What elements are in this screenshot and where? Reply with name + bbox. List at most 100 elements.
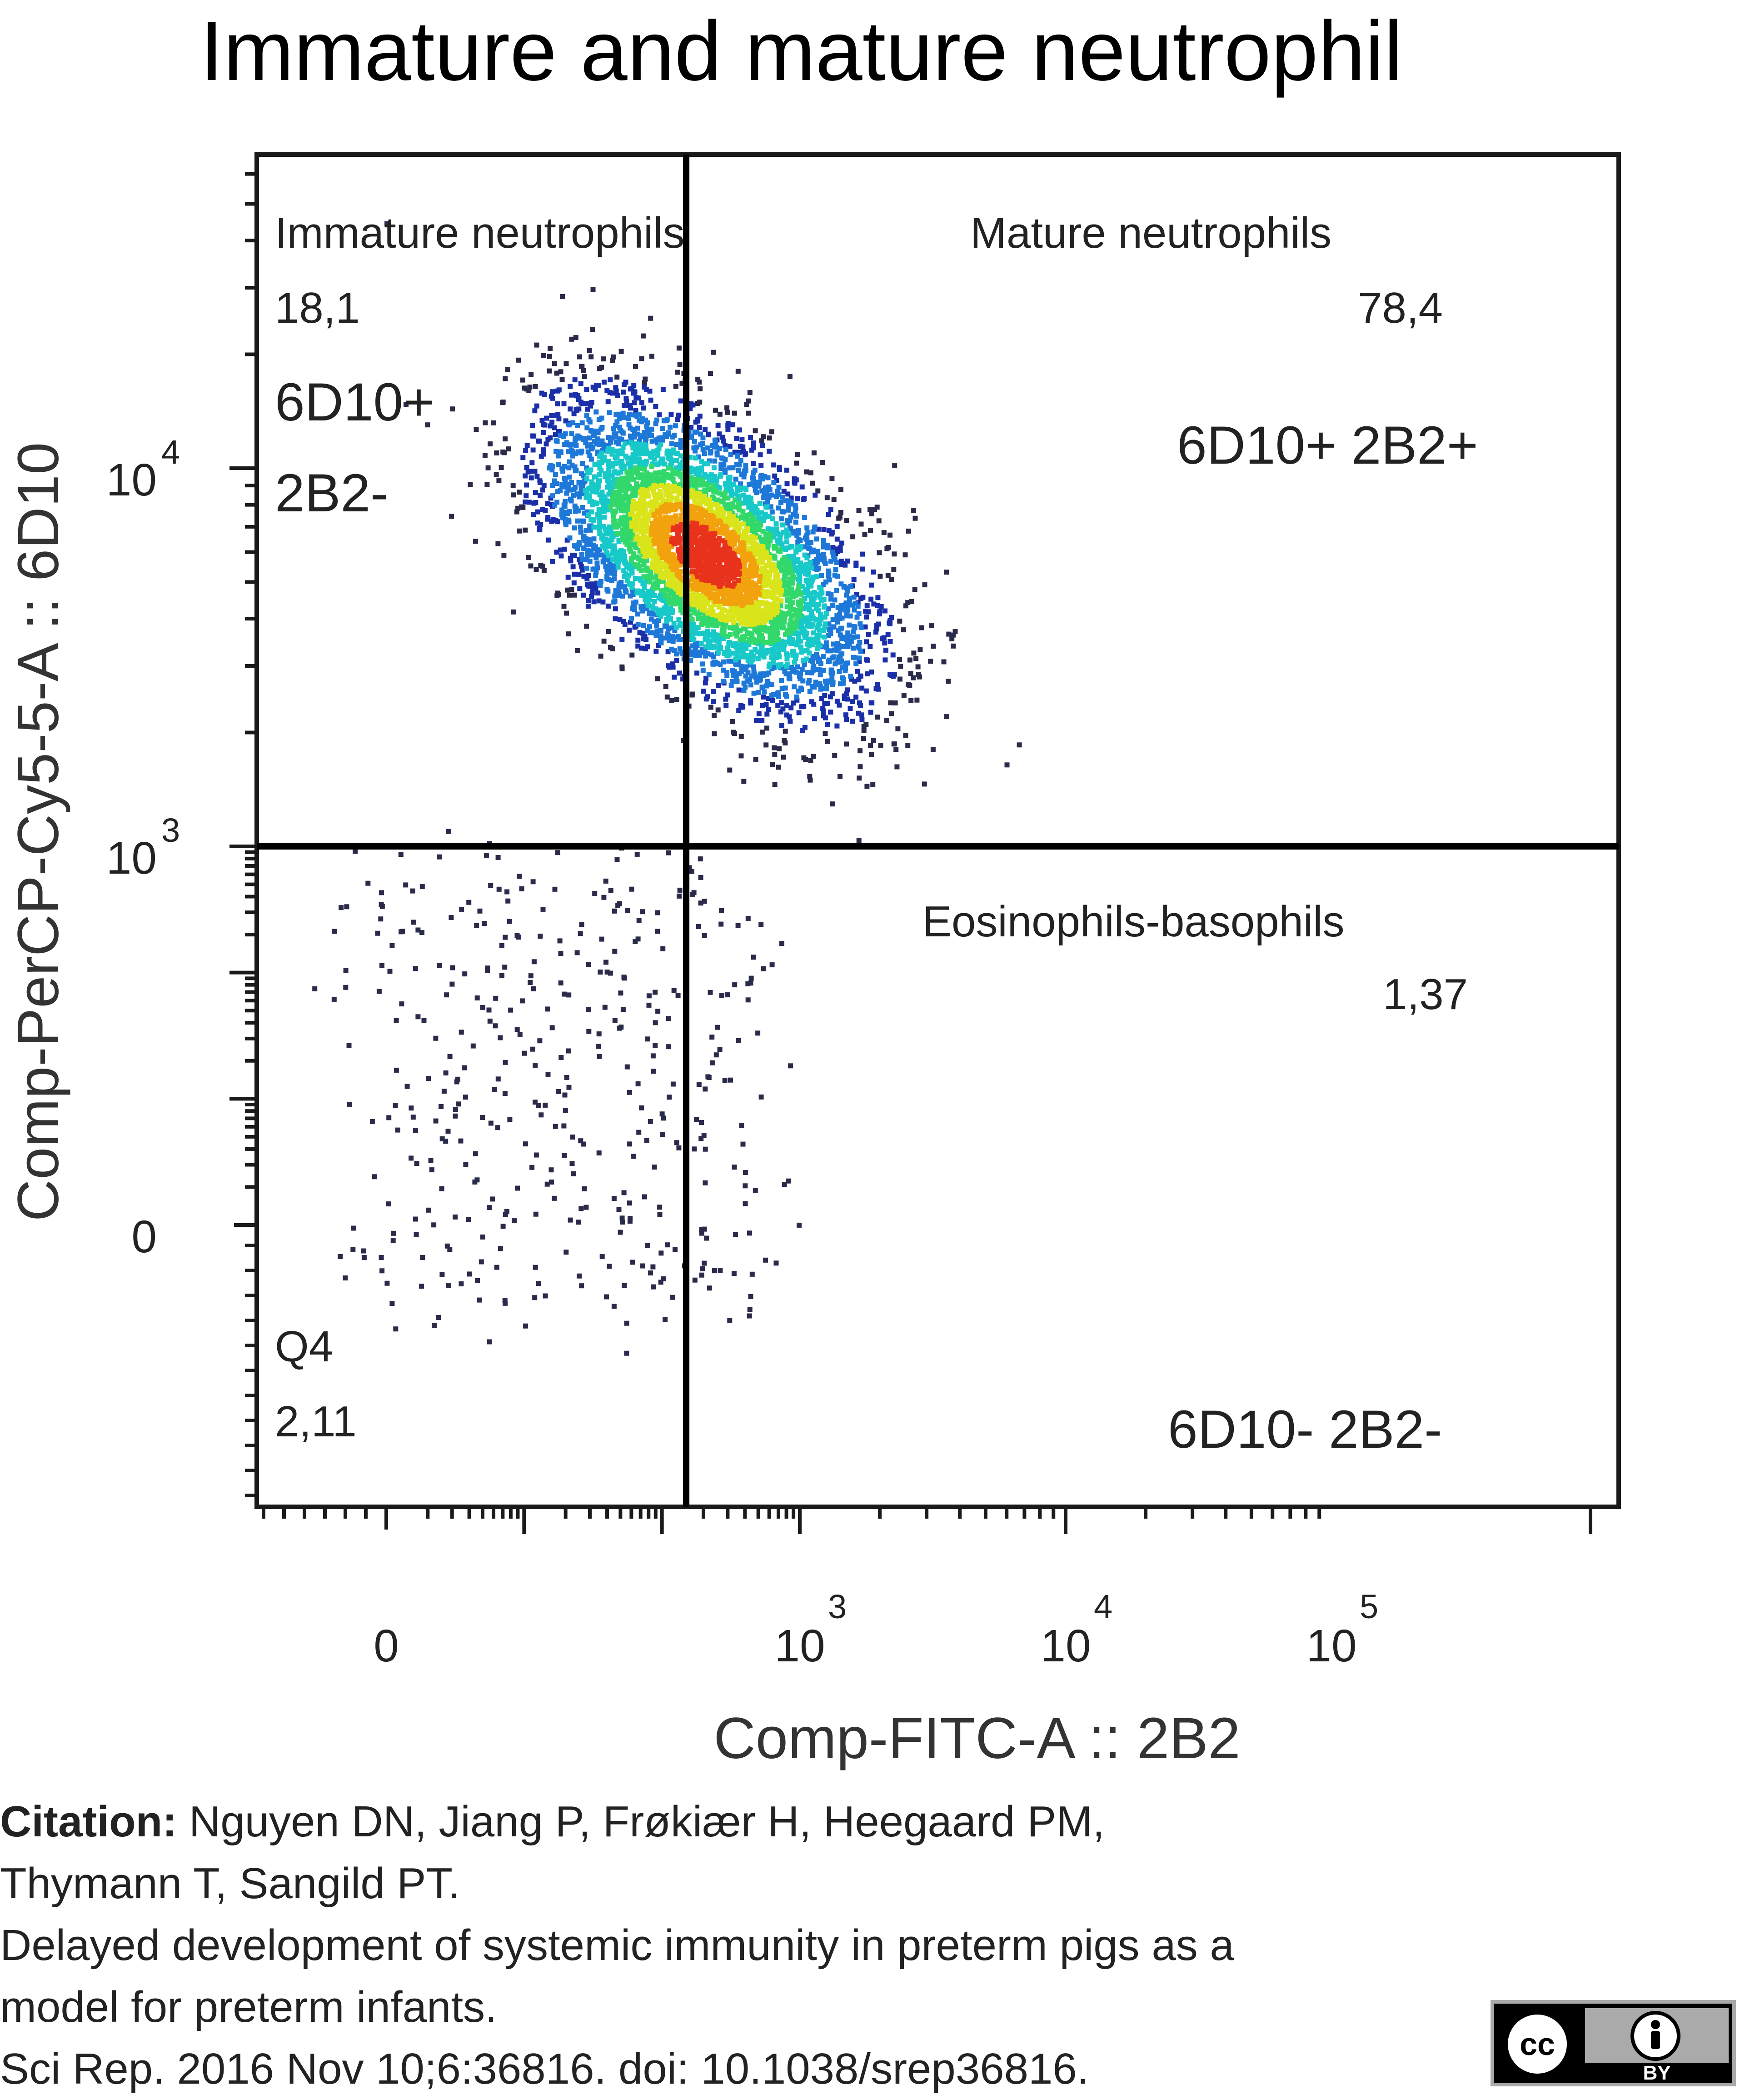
event-dot [699,1227,704,1232]
event-dot [727,488,733,493]
event-dot [466,900,472,905]
event-dot [678,474,684,479]
event-dot [688,455,693,460]
event-dot [668,491,673,497]
event-dot [655,440,660,446]
event-dot [720,435,725,440]
event-dot [847,598,853,604]
event-dot [622,415,627,420]
event-dot [753,1188,758,1193]
event-dot [810,602,815,607]
event-dot [702,899,707,904]
event-dot [499,973,504,978]
event-dot [678,637,684,642]
event-dot [707,458,712,464]
event-dot [796,537,802,542]
event-dot [738,628,743,633]
event-dot [808,560,813,565]
event-dot [633,576,638,581]
event-dot [750,528,755,533]
event-dot [736,708,742,713]
event-dot [591,518,597,523]
event-dot [654,527,659,532]
event-dot [823,679,828,684]
event-dot [739,515,744,520]
event-dot [570,564,576,570]
event-dot [495,855,501,860]
event-dot [753,675,758,680]
event-dot [633,441,639,447]
event-dot [651,1284,656,1290]
event-dot [477,908,483,914]
event-dot [702,513,707,518]
event-dot [721,679,726,684]
event-dot [777,654,782,660]
event-dot [844,637,849,642]
event-dot [875,682,880,687]
event-dot [816,526,821,532]
event-dot [733,656,738,662]
event-dot [639,400,644,405]
event-dot [648,455,654,460]
event-dot [353,849,358,854]
event-dot [848,613,853,619]
event-dot [566,631,571,637]
event-dot [852,679,858,684]
event-dot [531,986,536,991]
event-dot [738,444,743,449]
event-dot [410,1115,416,1120]
event-dot [596,484,601,489]
event-dot [477,1297,482,1303]
event-dot [711,465,717,470]
event-dot [922,582,927,588]
event-dot [780,583,785,588]
event-dot [717,1047,723,1052]
event-dot [678,621,683,626]
event-dot [761,966,766,971]
event-dot [613,412,619,417]
event-dot [552,502,558,508]
event-dot [611,564,616,569]
event-dot [705,497,711,502]
event-dot [688,649,693,655]
event-dot [753,570,758,575]
event-dot [612,593,618,599]
event-dot [808,658,813,663]
event-dot [443,1070,449,1075]
event-dot [671,620,677,626]
event-dot [760,545,766,551]
event-dot [773,584,778,589]
event-dot [816,641,822,647]
event-dot [671,589,676,595]
event-dot [800,678,806,684]
event-dot [692,1277,698,1283]
event-dot [721,462,727,467]
event-dot [793,502,798,508]
event-dot [828,667,834,673]
event-dot [361,1255,367,1260]
event-dot [555,412,561,417]
event-dot [658,477,663,482]
event-dot [688,593,693,598]
event-dot [625,908,630,913]
event-dot [639,419,644,425]
event-dot [558,450,563,455]
event-dot [676,634,681,639]
event-dot [805,540,810,545]
event-dot [458,1138,464,1144]
event-dot [645,1036,650,1042]
event-dot [834,723,840,729]
event-dot [830,655,835,660]
event-dot [546,537,551,543]
event-dot [755,1030,761,1036]
event-dot [732,982,738,988]
event-dot [618,1025,624,1030]
event-dot [884,718,889,723]
event-dot [601,442,606,448]
event-dot [563,520,568,525]
event-dot [631,470,637,475]
event-dot [663,585,669,590]
event-dot [641,405,646,411]
event-dot [743,496,748,502]
event-dot [577,494,582,500]
